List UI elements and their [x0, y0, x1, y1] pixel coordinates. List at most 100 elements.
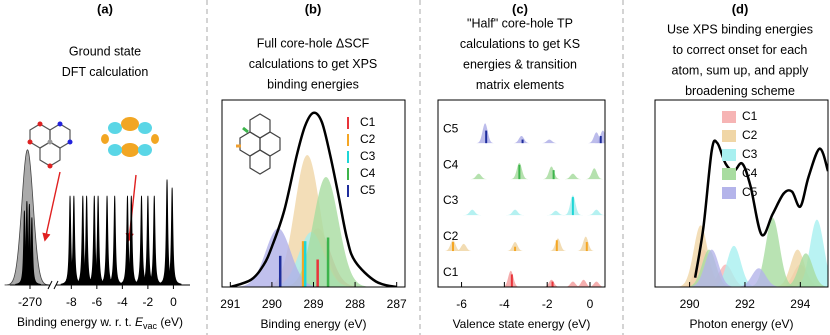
- legend-label: C1: [742, 109, 758, 123]
- plot-area: [442, 123, 605, 287]
- row-label: C3: [443, 193, 459, 207]
- state-peak: [575, 236, 597, 252]
- total-curve: [693, 139, 828, 278]
- component-area: [769, 249, 826, 287]
- panel-title: "Half" core-hole TP: [467, 16, 573, 30]
- x-axis-label-var: E: [135, 315, 144, 329]
- state-peak: [586, 209, 605, 216]
- panel-title: DFT calculation: [62, 65, 149, 79]
- component-area: [744, 217, 801, 287]
- legend-label: C5: [742, 185, 758, 199]
- panel-title: matrix elements: [476, 78, 564, 92]
- state-peak: [504, 242, 526, 252]
- component-area: [731, 268, 787, 287]
- state-peak: [547, 238, 569, 252]
- legend-label: C2: [742, 128, 758, 142]
- x-tick-label: 289: [303, 297, 323, 311]
- component-area: [228, 228, 329, 287]
- state-peak: [500, 270, 522, 287]
- legend-marker: [722, 111, 736, 123]
- row-label: C5: [443, 121, 459, 135]
- row-label: C1: [443, 265, 459, 279]
- state-peak: [461, 209, 483, 216]
- inset-molecule: [236, 113, 281, 175]
- panel-label: (b): [305, 1, 322, 16]
- legend-marker: [722, 187, 736, 199]
- component-area: [778, 253, 828, 287]
- panel-title: atom, sum up, and apply: [672, 63, 810, 77]
- molecule-left: [27, 121, 73, 169]
- state-peak: [453, 243, 474, 252]
- x-tick-label: -8: [66, 295, 77, 309]
- panel-title: broadening scheme: [685, 84, 795, 98]
- x-axis-label: Photon energy (eV): [689, 317, 793, 331]
- legend-label: C4: [360, 166, 376, 180]
- legend-label: C2: [360, 132, 376, 146]
- state-peak: [541, 279, 562, 287]
- state-peak: [562, 281, 584, 287]
- state-peak: [539, 139, 560, 144]
- x-tick-label: -6: [92, 295, 103, 309]
- x-tick-label: 292: [735, 297, 755, 311]
- component-area: [684, 249, 740, 287]
- state-peak: [474, 123, 496, 144]
- panel-title: Ground state: [69, 44, 141, 58]
- state-peak: [511, 135, 532, 144]
- panel-label: (d): [732, 1, 749, 16]
- state-peak: [545, 210, 567, 216]
- x-tick-label: -6: [456, 297, 467, 311]
- x-tick-label: 0: [170, 295, 177, 309]
- state-peak: [541, 166, 562, 180]
- plot-area: [672, 139, 828, 287]
- peak: [22, 217, 42, 286]
- state-peak: [504, 209, 526, 216]
- legend-marker: [722, 168, 736, 180]
- axes-frame: [437, 99, 606, 288]
- legend-marker: [722, 149, 736, 161]
- state-peak: [468, 173, 489, 180]
- x-axis-label-unit: (eV): [157, 315, 183, 329]
- component-area: [257, 155, 358, 287]
- x-tick-label: -4: [499, 297, 510, 311]
- x-axis-label: Valence state energy (eV): [453, 317, 591, 331]
- x-tick-label: 287: [387, 297, 407, 311]
- panel-title: Use XPS binding energies: [667, 22, 813, 36]
- x-tick-label: -4: [117, 295, 128, 309]
- x-tick-label: -2: [143, 295, 154, 309]
- plot-area: [228, 111, 397, 287]
- x-axis-label-text: Binding energy w. r. t.: [17, 315, 135, 329]
- state-peak: [586, 281, 605, 287]
- panel-title: calculations to get KS: [460, 37, 580, 51]
- x-tick-label: 291: [220, 297, 240, 311]
- x-tick-label: 290: [680, 297, 700, 311]
- x-tick-label: 290: [262, 297, 282, 311]
- component-area: [706, 245, 762, 287]
- panel-title: calculations to get XPS: [249, 57, 378, 71]
- state-peak: [584, 168, 605, 180]
- row-label: C2: [443, 229, 459, 243]
- state-peak: [592, 130, 605, 144]
- component-area: [672, 225, 729, 287]
- panel-title: energies & transition: [463, 57, 577, 71]
- component-area: [789, 219, 828, 287]
- x-tick-label: -270: [18, 295, 42, 309]
- x-tick-label: 288: [345, 297, 365, 311]
- panel-label: (c): [512, 1, 528, 16]
- axis-break: [47, 280, 53, 290]
- axis-break: [53, 280, 59, 290]
- state-peak: [573, 279, 594, 287]
- x-tick-label: -2: [542, 297, 553, 311]
- panel-label: (a): [97, 1, 113, 16]
- molecule-right: [101, 117, 159, 157]
- arrow: [42, 171, 61, 242]
- x-axis-label: Binding energy (eV): [260, 317, 366, 331]
- legend-label: C3: [360, 149, 376, 163]
- x-axis-label-sub: vac: [143, 321, 158, 331]
- legend-label: C5: [360, 183, 376, 197]
- legend-label: C1: [360, 115, 376, 129]
- x-axis-label: Binding energy w. r. t. Evac (eV): [17, 315, 183, 331]
- x-tick-label: 0: [587, 297, 594, 311]
- state-peak: [562, 173, 584, 180]
